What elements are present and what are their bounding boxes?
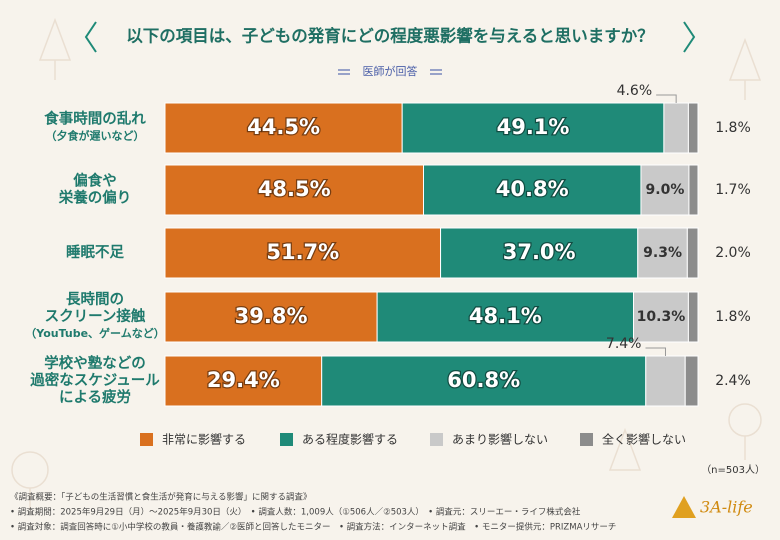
value-label: 44.5% (247, 115, 320, 139)
bar-segment (645, 355, 686, 407)
legend-swatch (580, 433, 593, 446)
legend-swatch (430, 433, 443, 446)
bar-segment (633, 291, 689, 343)
category-label: 過密なスケジュール (29, 371, 160, 389)
value-label: 48.5% (258, 177, 331, 201)
value-label: 37.0% (503, 240, 576, 264)
category-label: 食事時間の乱れ (44, 110, 146, 128)
legend-label: あまり影響しない (452, 432, 548, 447)
bar-segment (376, 291, 635, 343)
sample-note: （n=503人） (701, 464, 765, 476)
logo-icon (672, 496, 696, 518)
bar-segment (401, 102, 665, 154)
value-label: 2.0% (715, 245, 751, 261)
value-label: 51.7% (266, 240, 339, 264)
footnote: 《調査概要：「子どもの生活習慣と食生活が発育に与える影響」に関する調査》 (10, 492, 312, 503)
footnote: • 調査期間：2025年9月29日（月）～2025年9月30日（火） • 調査人… (10, 507, 581, 518)
value-label: 60.8% (447, 368, 520, 392)
category-note: （夕食が遅いなど） (46, 129, 145, 143)
bar-segment (164, 355, 323, 407)
value-label: 40.8% (496, 177, 569, 201)
leader-line (656, 94, 677, 103)
category-label: 長時間の (66, 291, 124, 308)
legend-swatch (140, 433, 153, 446)
chart-subtitle: 医師が回答 (363, 64, 418, 78)
value-label: 9.0% (646, 182, 685, 198)
bar-segment (688, 164, 699, 216)
legend-swatch (280, 433, 293, 446)
bar-segment (164, 102, 403, 154)
value-label: 1.8% (715, 120, 751, 136)
value-label: 49.1% (497, 115, 570, 139)
bar-segment (321, 355, 647, 407)
bar-segment (687, 291, 699, 343)
legend-label: ある程度影響する (302, 432, 398, 447)
category-note: （YouTube、ゲームなど） (25, 326, 164, 340)
value-label: 4.6% (617, 83, 653, 99)
background-decoration (11, 17, 762, 510)
bar-segment (686, 227, 699, 279)
value-label: 7.4% (606, 336, 642, 352)
value-label: 10.3% (637, 309, 686, 325)
legend-label: 全く影響しない (602, 432, 686, 447)
value-label: 48.1% (469, 304, 542, 328)
title-brackets (84, 21, 696, 53)
category-label: 睡眠不足 (66, 243, 124, 261)
footnote: • 調査対象：調査回答時に①小中学校の教員・養護教諭／②医師と回答したモニター … (10, 522, 616, 533)
chart-title: 以下の項目は、子どもの発育にどの程度悪影響を与えると思いますか？ (126, 26, 654, 46)
bar-segment (687, 102, 699, 154)
bar-segment (423, 164, 642, 216)
bar-segment (164, 291, 378, 343)
bar-segment (663, 102, 689, 154)
logo: 3A-life (700, 498, 753, 517)
value-label: 2.4% (715, 373, 751, 389)
category-label: 学校や塾などの (44, 354, 146, 372)
bar-segment (440, 227, 639, 279)
bar-segment (684, 355, 699, 407)
value-label: 1.8% (715, 309, 751, 325)
value-label: 9.3% (643, 245, 682, 261)
value-label: 29.4% (207, 368, 280, 392)
leader-line (645, 347, 666, 356)
value-label: 39.8% (235, 304, 308, 328)
value-label: 1.7% (715, 182, 751, 198)
category-label: スクリーン接触 (45, 307, 146, 325)
bar-segment (164, 164, 425, 216)
category-label: 偏食や (73, 172, 117, 190)
legend-label: 非常に影響する (162, 432, 246, 447)
category-label: 栄養の偏り (58, 189, 132, 207)
category-label: による疲労 (59, 388, 131, 406)
